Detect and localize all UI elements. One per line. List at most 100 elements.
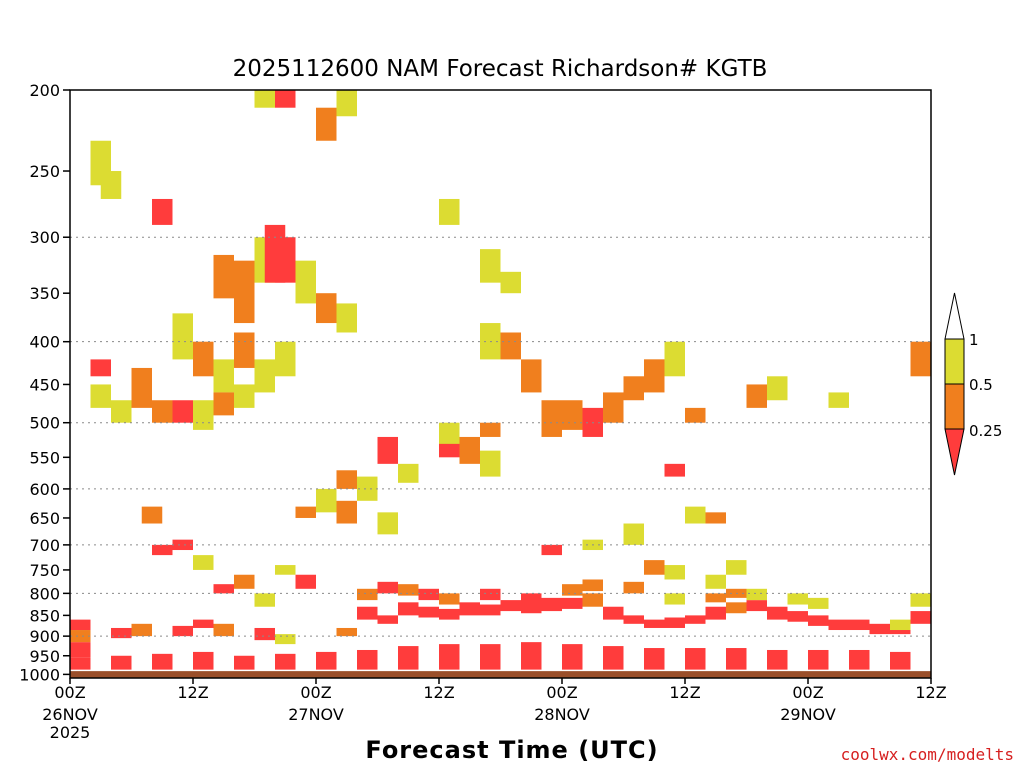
heatmap-cell xyxy=(377,436,398,464)
y-tick-label: 800 xyxy=(29,584,60,603)
heatmap-cell xyxy=(664,341,685,377)
heatmap-cell xyxy=(90,359,111,377)
heatmap-cell xyxy=(910,341,931,377)
y-tick-label: 350 xyxy=(29,284,60,303)
heatmap-cell xyxy=(705,574,726,589)
heatmap-cell xyxy=(398,584,419,596)
heatmap-cell xyxy=(316,488,337,513)
heatmap-cell xyxy=(316,107,337,141)
heatmap-cell xyxy=(767,649,788,673)
heatmap-cell xyxy=(869,623,890,635)
heatmap-cell xyxy=(623,581,644,594)
heatmap-cell xyxy=(459,436,480,464)
ground-fill xyxy=(70,670,931,678)
heatmap-cell xyxy=(439,443,460,458)
heatmap-cell xyxy=(418,588,439,601)
heatmap-cell xyxy=(726,602,747,614)
heatmap-cell xyxy=(377,581,398,594)
x-tick-label: 00Z xyxy=(546,683,577,702)
heatmap-cell xyxy=(275,653,296,673)
colorbar-band-mid xyxy=(944,383,965,430)
heatmap-cell xyxy=(849,649,870,673)
heatmap-cell xyxy=(808,649,829,673)
heatmap-cell xyxy=(746,600,767,612)
heatmap-cell xyxy=(705,606,726,620)
heatmap-cell xyxy=(152,198,173,225)
heatmap-cell xyxy=(398,463,419,483)
x-date-label: 27NOV xyxy=(288,705,344,724)
y-tick-label: 500 xyxy=(29,414,60,433)
heatmap-cell xyxy=(767,606,788,620)
heatmap-cell xyxy=(295,260,316,304)
heatmap-cell xyxy=(480,422,501,437)
heatmap-cell xyxy=(70,642,91,658)
heatmap-cell xyxy=(193,555,214,570)
heatmap-cell xyxy=(111,400,132,423)
heatmap-cell xyxy=(275,565,296,575)
heatmap-cell xyxy=(234,332,255,368)
heatmap-cell xyxy=(193,400,214,430)
heatmap-cell xyxy=(111,627,132,639)
heatmap-cell xyxy=(275,90,296,108)
heatmap-cell xyxy=(357,476,378,501)
heatmap-cell xyxy=(439,422,460,451)
credit-link[interactable]: coolwx.com/modelts xyxy=(841,745,1014,764)
heatmap-cell xyxy=(705,512,726,524)
heatmap-cell xyxy=(193,341,214,377)
heatmap-cell xyxy=(275,634,296,645)
heatmap-cell xyxy=(131,623,152,637)
heatmap-cell xyxy=(234,260,255,324)
heatmap-cell xyxy=(459,602,480,616)
heatmap-cell xyxy=(295,574,316,589)
heatmap-cell xyxy=(500,271,521,294)
heatmap-cell xyxy=(603,392,624,423)
heatmap-cell xyxy=(726,560,747,575)
heatmap-cell xyxy=(644,560,665,575)
x-tick-label: 00Z xyxy=(792,683,823,702)
chart-title: 2025112600 NAM Forecast Richardson# KGTB xyxy=(233,56,768,82)
colorbar-top-arrow xyxy=(944,292,965,340)
heatmap-cell xyxy=(70,619,91,631)
heatmap-cell xyxy=(623,376,644,401)
heatmap-cell xyxy=(685,615,706,624)
heatmap-cell xyxy=(336,627,357,637)
colorbar-label: 1 xyxy=(969,331,979,349)
heatmap-cell xyxy=(213,623,234,637)
heatmap-cell xyxy=(357,588,378,601)
heatmap-cell xyxy=(664,593,685,605)
heatmap-cell xyxy=(603,646,624,675)
heatmap-cell xyxy=(562,644,583,675)
colorbar-label: 0.25 xyxy=(969,422,1002,440)
heatmap-cell xyxy=(644,648,665,675)
x-date-label: 26NOV xyxy=(42,705,98,724)
heatmap-cell xyxy=(541,544,562,556)
heatmap-cell xyxy=(254,627,275,641)
heatmap-cell xyxy=(357,606,378,620)
heatmap-cell xyxy=(152,653,173,673)
heatmap-cell xyxy=(234,384,255,408)
heatmap-cell xyxy=(213,254,234,299)
heatmap-cell xyxy=(562,584,583,596)
heatmap-cell xyxy=(254,593,275,607)
heatmap-cell xyxy=(398,602,419,616)
x-date-label: 29NOV xyxy=(780,705,836,724)
heatmap-cell xyxy=(275,341,296,377)
heatmap-cell xyxy=(377,615,398,624)
heatmap-cell xyxy=(316,293,337,324)
heatmap-cell xyxy=(808,597,829,609)
x-tick-label: 00Z xyxy=(54,683,85,702)
heatmap-cell xyxy=(172,400,193,423)
x-tick-label: 12Z xyxy=(423,683,454,702)
heatmap-cell xyxy=(910,593,931,607)
heatmap-cell xyxy=(172,313,193,360)
heatmap-cell xyxy=(439,198,460,225)
heatmap-cell xyxy=(336,470,357,489)
heatmap-cell xyxy=(500,600,521,612)
heatmap-cell xyxy=(644,619,665,628)
heatmap-cell xyxy=(172,539,193,551)
heatmap-cells xyxy=(70,90,931,678)
heatmap-cell xyxy=(418,606,439,618)
y-tick-label: 650 xyxy=(29,509,60,528)
